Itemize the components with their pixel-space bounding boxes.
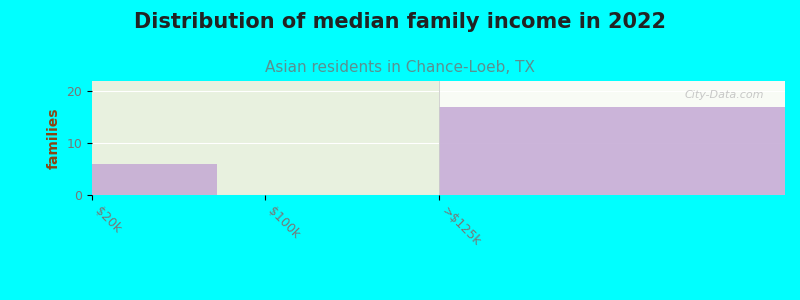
Bar [92, 81, 438, 195]
Text: City-Data.com: City-Data.com [685, 90, 764, 100]
Text: Distribution of median family income in 2022: Distribution of median family income in … [134, 12, 666, 32]
Y-axis label: families: families [47, 107, 61, 169]
Bar [92, 164, 217, 195]
Text: Asian residents in Chance-Loeb, TX: Asian residents in Chance-Loeb, TX [265, 60, 535, 75]
Bar [438, 107, 800, 195]
